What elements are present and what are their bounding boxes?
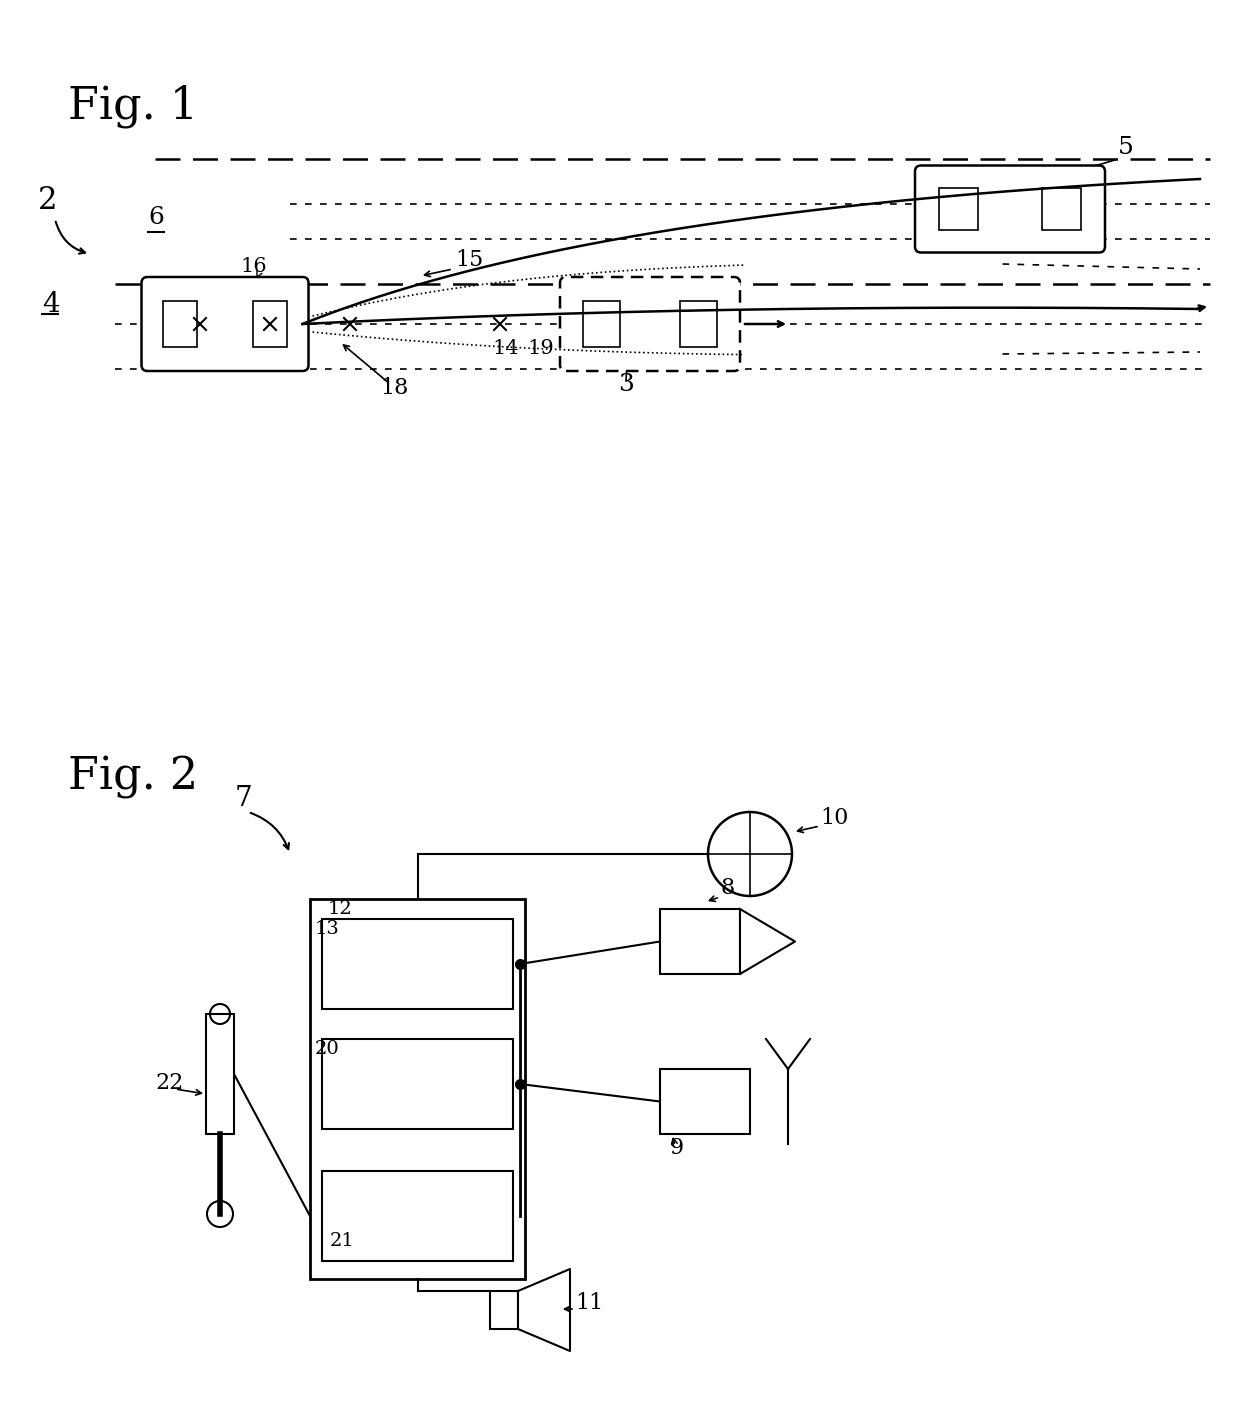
Bar <box>660 1069 750 1134</box>
Text: 16: 16 <box>241 256 267 276</box>
Text: 3: 3 <box>618 373 634 396</box>
Text: 4: 4 <box>42 290 60 318</box>
Text: 20: 20 <box>315 1040 340 1058</box>
Text: 5: 5 <box>1118 137 1133 159</box>
Text: 12: 12 <box>329 900 352 918</box>
Text: 9: 9 <box>670 1136 684 1159</box>
Bar <box>322 1171 513 1262</box>
Text: Fig. 1: Fig. 1 <box>68 84 198 128</box>
FancyBboxPatch shape <box>560 278 740 372</box>
FancyBboxPatch shape <box>915 165 1105 252</box>
Text: 2: 2 <box>38 185 57 216</box>
Polygon shape <box>740 909 795 974</box>
Bar <box>583 302 620 346</box>
Bar <box>310 899 525 1279</box>
Text: 1: 1 <box>138 347 153 369</box>
Text: 21: 21 <box>330 1232 355 1250</box>
Bar <box>162 302 197 346</box>
Text: 6: 6 <box>148 206 164 229</box>
Bar <box>939 188 978 229</box>
Bar <box>322 918 513 1010</box>
Text: 19: 19 <box>527 339 554 357</box>
Text: 22: 22 <box>155 1072 184 1094</box>
Text: 8: 8 <box>720 877 734 899</box>
Bar <box>206 1014 234 1134</box>
Text: 17: 17 <box>215 347 243 369</box>
Text: 13: 13 <box>315 920 340 938</box>
Bar <box>1042 188 1081 229</box>
Text: 11: 11 <box>575 1292 603 1314</box>
Text: 7: 7 <box>236 785 253 812</box>
Bar <box>490 1292 518 1329</box>
Bar <box>322 1040 513 1129</box>
Bar <box>253 302 286 346</box>
Text: 18: 18 <box>379 377 408 399</box>
Bar <box>681 302 717 346</box>
Text: 15: 15 <box>455 249 484 271</box>
Bar <box>660 909 740 974</box>
Polygon shape <box>518 1269 570 1351</box>
Text: Fig. 2: Fig. 2 <box>68 756 198 799</box>
FancyBboxPatch shape <box>141 278 309 372</box>
Text: 10: 10 <box>820 807 848 829</box>
Text: 14: 14 <box>492 339 518 357</box>
